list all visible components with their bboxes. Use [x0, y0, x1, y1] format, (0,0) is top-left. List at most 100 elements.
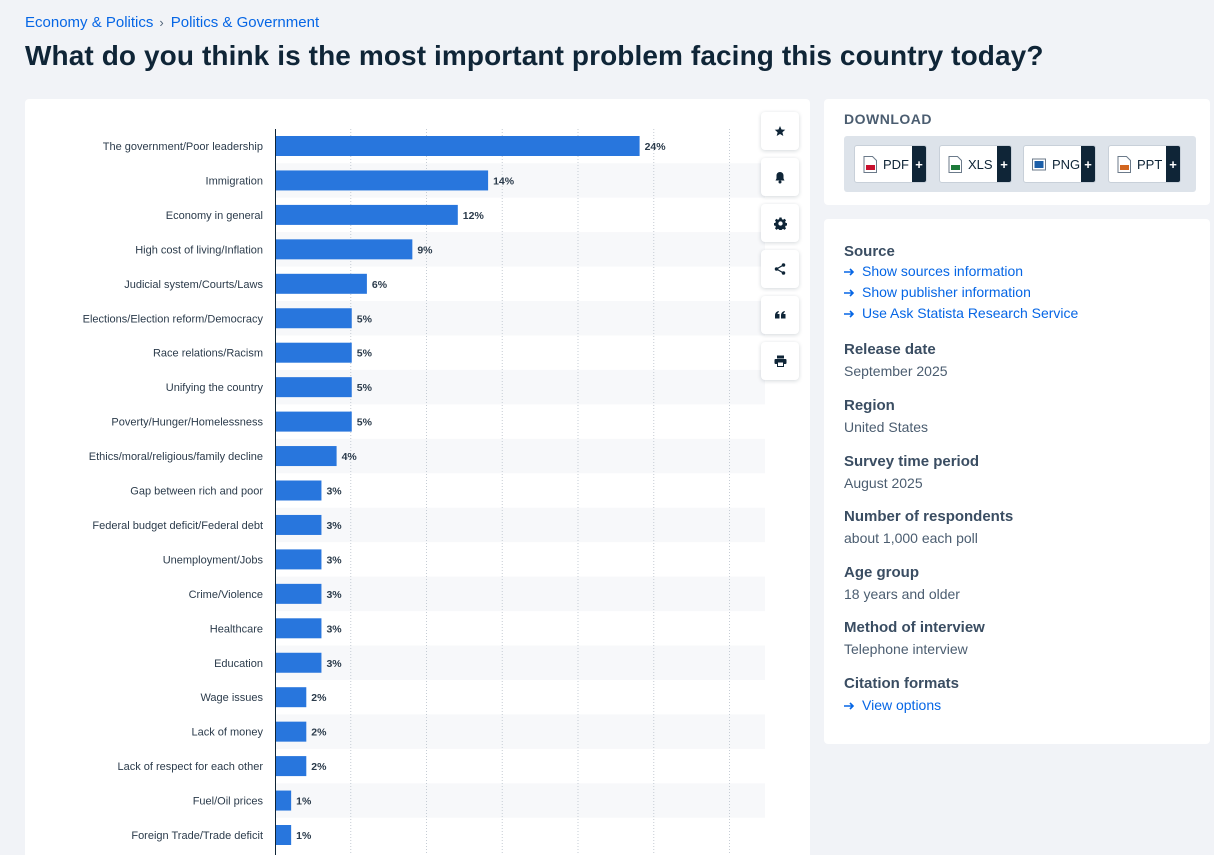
- category-label: Fuel/Oil prices: [193, 796, 264, 808]
- value-label: 3%: [326, 554, 342, 566]
- category-label: Lack of respect for each other: [117, 761, 263, 773]
- breadcrumb-link-politics-government[interactable]: Politics & Government: [170, 14, 320, 31]
- value-label: 5%: [357, 382, 373, 394]
- bar: [276, 721, 307, 742]
- respondents-heading: Number of respondents: [844, 508, 1014, 525]
- release-date-section: Release date September 2025: [844, 340, 948, 382]
- category-label: Federal budget deficit/Federal debt: [92, 520, 263, 532]
- method-section: Method of interview Telephone interview: [844, 618, 985, 660]
- value-label: 24%: [645, 141, 667, 153]
- method-value: Telephone interview: [844, 641, 968, 657]
- respondents-value: about 1,000 each poll: [844, 530, 978, 546]
- favorite-button[interactable]: [761, 112, 799, 150]
- download-options: PDF + XLS + PNG + PPT +: [844, 136, 1196, 192]
- category-label: Gap between rich and poor: [130, 486, 263, 498]
- statistic-details-panel: Source Show sources information Show pub…: [824, 219, 1210, 744]
- download-title: DOWNLOAD: [844, 111, 932, 127]
- bar: [276, 583, 322, 604]
- method-heading: Method of interview: [844, 619, 985, 636]
- bar: [276, 273, 367, 294]
- bar: [276, 377, 352, 398]
- category-label: Judicial system/Courts/Laws: [124, 279, 263, 291]
- ask-research-service-link[interactable]: Use Ask Statista Research Service: [844, 303, 1078, 324]
- bar: [276, 825, 292, 845]
- release-date-value: September 2025: [844, 363, 948, 379]
- value-label: 4%: [342, 451, 358, 463]
- row-band: [275, 507, 765, 543]
- bar: [276, 652, 322, 673]
- value-label: 5%: [357, 417, 373, 429]
- share-icon: [774, 263, 786, 275]
- gear-icon: [773, 217, 787, 230]
- ppt-file-icon: [1117, 155, 1131, 173]
- value-label: 1%: [296, 796, 312, 808]
- breadcrumb: Economy & Politics › Politics & Governme…: [25, 14, 319, 31]
- settings-button[interactable]: [761, 204, 799, 242]
- value-label: 5%: [357, 348, 373, 360]
- bar: [276, 239, 413, 260]
- citation-section: Citation formats View options: [844, 674, 959, 716]
- download-png-label: PNG: [1052, 156, 1081, 172]
- show-sources-link[interactable]: Show sources information: [844, 261, 1078, 282]
- notification-button[interactable]: [761, 158, 799, 196]
- bar-chart: The government/Poor leadership 24% Immigra…: [83, 129, 765, 855]
- view-options-label: View options: [862, 697, 942, 713]
- row-band: [275, 645, 765, 680]
- bar: [276, 480, 322, 501]
- value-label: 3%: [326, 623, 342, 635]
- download-ppt-button[interactable]: PPT +: [1108, 145, 1181, 183]
- print-button[interactable]: [761, 342, 799, 380]
- region-value: United States: [844, 419, 929, 435]
- category-label: High cost of living/Inflation: [135, 244, 263, 256]
- download-xls-button[interactable]: XLS +: [939, 145, 1012, 183]
- age-group-value: 18 years and older: [844, 586, 960, 602]
- row-band: [275, 438, 765, 474]
- print-icon: [774, 355, 786, 367]
- download-ppt-label: PPT: [1137, 156, 1163, 172]
- bar: [276, 756, 307, 777]
- bar: [276, 204, 458, 225]
- download-xls-label: XLS: [968, 156, 993, 172]
- bar: [276, 136, 640, 156]
- value-label: 2%: [311, 692, 327, 704]
- category-label: The government/Poor leadership: [103, 141, 263, 153]
- bar: [276, 342, 352, 363]
- arrow-right-icon: [844, 309, 855, 318]
- star-icon: [774, 126, 786, 136]
- value-label: 14%: [493, 175, 515, 187]
- category-label: Economy in general: [166, 210, 263, 222]
- view-options-link[interactable]: View options: [844, 695, 959, 716]
- share-button[interactable]: [761, 250, 799, 288]
- category-label: Crime/Violence: [189, 589, 263, 601]
- quote-icon: [774, 310, 785, 318]
- citation-heading: Citation formats: [844, 675, 960, 692]
- bar: [276, 411, 352, 432]
- bar: [276, 514, 322, 535]
- value-label: 3%: [326, 520, 342, 532]
- source-section: Source Show sources information Show pub…: [844, 242, 1078, 324]
- breadcrumb-link-economy-politics[interactable]: Economy & Politics: [25, 14, 154, 31]
- value-label: 1%: [296, 830, 312, 842]
- show-sources-label: Show sources information: [862, 263, 1024, 279]
- region-heading: Region: [844, 397, 895, 414]
- category-label: Healthcare: [210, 623, 263, 635]
- row-band: [275, 714, 765, 749]
- row-band: [275, 301, 765, 336]
- pdf-file-icon: [863, 155, 877, 173]
- show-publisher-link[interactable]: Show publisher information: [844, 282, 1078, 303]
- download-pdf-button[interactable]: PDF +: [854, 145, 927, 183]
- category-label: Elections/Election reform/Democracy: [83, 313, 264, 325]
- region-section: Region United States: [844, 396, 928, 438]
- category-label: Ethics/moral/religious/family decline: [89, 451, 263, 463]
- download-png-button[interactable]: PNG +: [1023, 145, 1096, 183]
- age-group-heading: Age group: [844, 564, 919, 581]
- survey-period-heading: Survey time period: [844, 453, 980, 470]
- respondents-section: Number of respondents about 1,000 each p…: [844, 507, 1013, 549]
- age-group-section: Age group 18 years and older: [844, 563, 960, 605]
- value-label: 2%: [311, 761, 327, 773]
- row-band: [275, 369, 765, 405]
- category-label: Unifying the country: [166, 382, 264, 394]
- bar: [276, 618, 322, 639]
- download-png-plus-icon: +: [1081, 146, 1095, 182]
- citation-button[interactable]: [761, 296, 799, 334]
